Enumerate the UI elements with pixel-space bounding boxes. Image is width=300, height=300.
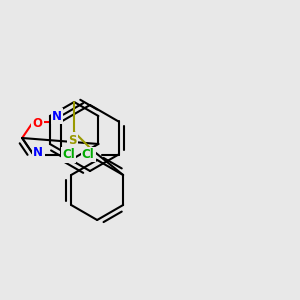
Text: N: N	[33, 146, 43, 159]
Text: Cl: Cl	[62, 148, 75, 161]
Text: O: O	[32, 117, 42, 130]
Text: S: S	[68, 134, 76, 146]
Text: Cl: Cl	[82, 148, 94, 161]
Text: N: N	[52, 110, 62, 122]
